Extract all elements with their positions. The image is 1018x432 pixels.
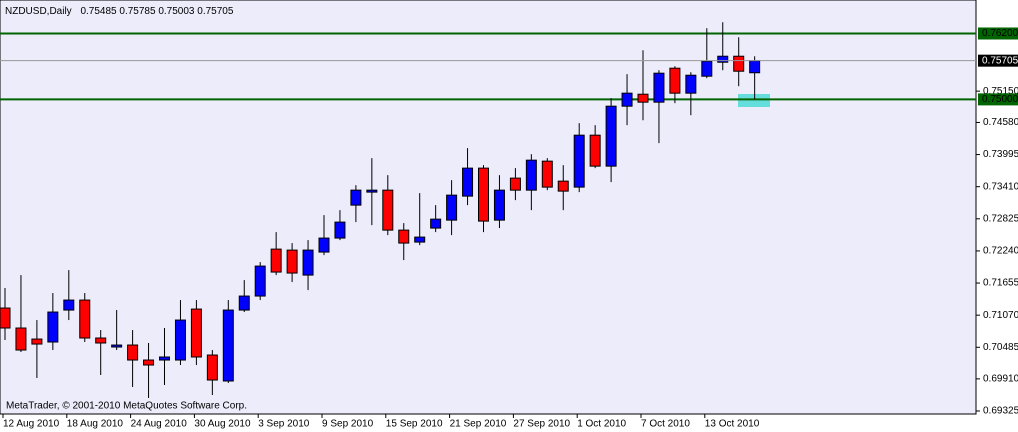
candle-body (605, 105, 617, 167)
candle-body (414, 236, 426, 243)
candle-body (63, 299, 75, 311)
level-label-box (978, 27, 1018, 40)
level-label: 0.76200 (982, 28, 1018, 39)
x-tick-label: 9 Sep 2010 (322, 419, 374, 430)
candle-body (621, 92, 633, 107)
candle-body (430, 218, 442, 229)
x-tick-label: 27 Sep 2010 (513, 419, 570, 430)
candle-body (653, 72, 665, 103)
candle-body (270, 248, 282, 273)
y-tick-label: 0.74580 (983, 117, 1018, 128)
level-label-box (978, 93, 1018, 106)
candle-body (350, 189, 362, 206)
y-tick-label: 0.69325 (983, 406, 1018, 417)
candle-body (382, 189, 394, 231)
candle-body (159, 356, 170, 361)
y-tick-label: 0.73410 (983, 181, 1018, 192)
candle-body (462, 167, 474, 197)
candle-body (0, 307, 11, 329)
candle-body (589, 134, 601, 167)
x-tick-label: 12 Aug 2010 (3, 419, 60, 430)
candle-body (525, 159, 537, 191)
y-tick-label: 0.73995 (983, 149, 1018, 160)
candle-body (685, 74, 697, 94)
x-tick-label: 15 Sep 2010 (386, 419, 443, 430)
header-low: 0.75003 (158, 6, 195, 17)
y-tick-label: 0.71655 (983, 278, 1018, 289)
y-tick-label: 0.71070 (983, 310, 1018, 321)
price-label-box (978, 54, 1018, 67)
header-close: 0.75705 (197, 6, 234, 17)
candle-body (637, 93, 649, 103)
candle-body (254, 265, 266, 297)
candle-body (174, 319, 186, 361)
candle-body (286, 249, 298, 274)
x-tick-label: 30 Aug 2010 (194, 419, 251, 430)
level-label: 0.75000 (982, 94, 1018, 105)
x-tick-label: 13 Oct 2010 (705, 419, 760, 430)
candle-body (366, 189, 378, 193)
candle-body (733, 55, 745, 72)
candle-body (701, 60, 713, 77)
candle-body (222, 309, 234, 382)
x-tick-label: 24 Aug 2010 (131, 419, 188, 430)
candle-body (302, 249, 314, 276)
candle-body (493, 189, 505, 221)
candle-body (446, 194, 458, 221)
marker (738, 94, 770, 107)
candle-body (31, 338, 43, 345)
symbol: NZDUSD,Daily (5, 6, 72, 17)
candle-body (79, 299, 91, 339)
candle-body (557, 180, 569, 192)
chart-header: NZDUSD,Daily 0.75485 0.75785 0.75003 0.7… (5, 6, 234, 17)
header-high: 0.75785 (119, 6, 156, 17)
candle-body (111, 344, 123, 348)
y-tick-label: 0.72240 (983, 246, 1018, 257)
candle-body (509, 177, 521, 191)
candle-body (318, 237, 330, 253)
candle-body (127, 344, 139, 361)
x-tick-label: 3 Sep 2010 (258, 419, 310, 430)
y-tick-label: 0.69910 (983, 374, 1018, 385)
x-tick-label: 7 Oct 2010 (641, 419, 690, 430)
y-tick-label: 0.72825 (983, 213, 1018, 224)
candle-body (15, 327, 27, 351)
y-tick-label: 0.75150 (983, 86, 1018, 97)
candle-body (206, 354, 218, 381)
x-tick-label: 18 Aug 2010 (67, 419, 124, 430)
candle-body (717, 55, 729, 63)
price-label: 0.75705 (982, 55, 1018, 66)
candle-body (669, 67, 681, 94)
candle-body (541, 160, 553, 188)
candle-body (47, 311, 59, 343)
candle-body (749, 60, 761, 74)
candle-body (143, 359, 155, 366)
candle-body (398, 229, 410, 244)
x-tick-label: 1 Oct 2010 (577, 419, 626, 430)
candle-body (573, 134, 585, 188)
candle-body (478, 167, 489, 222)
candle-body (238, 295, 250, 311)
candle-body (95, 337, 107, 344)
footer: MetaTrader, © 2001-2010 MetaQuotes Softw… (6, 401, 247, 412)
y-tick-label: 0.70485 (983, 342, 1018, 353)
header-open: 0.75485 (80, 6, 117, 17)
candle-body (334, 221, 346, 239)
x-tick-label: 21 Sep 2010 (450, 419, 507, 430)
candle-body (190, 308, 202, 358)
